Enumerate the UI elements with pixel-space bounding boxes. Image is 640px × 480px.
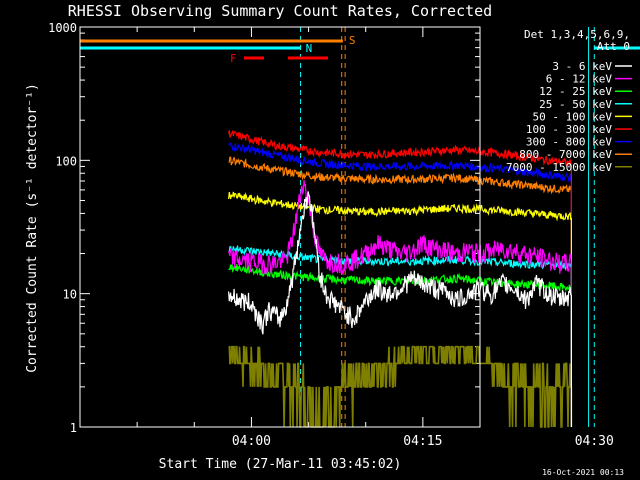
x-axis-label: Start Time (27-Mar-11 03:45:02) — [159, 457, 402, 472]
plot-frame — [79, 26, 481, 428]
legend-label: 25 - 50 keV — [539, 98, 612, 111]
x-tick-label: 04:30 — [575, 434, 614, 449]
series-line — [228, 345, 573, 428]
legend-label: 12 - 25 keV — [539, 85, 612, 98]
legend-label: 3 - 6 keV — [552, 60, 612, 73]
chart-title: RHESSI Observing Summary Count Rates, Co… — [68, 2, 492, 20]
legend-label: 100 - 300 keV — [526, 123, 612, 136]
y-tick-label: 1 — [70, 421, 77, 435]
saa-label: S — [349, 34, 356, 47]
chart-marks: 110100100004:0004:1504:3004:4505:0005:15… — [48, 21, 640, 449]
legend-label: 6 - 12 keV — [546, 73, 613, 86]
series-line — [228, 191, 573, 427]
series-line — [228, 191, 573, 427]
series-line — [228, 156, 573, 427]
night-label: N — [306, 42, 313, 55]
legend-label: 300 - 800 keV — [526, 136, 612, 149]
x-tick-label: 04:00 — [232, 434, 271, 449]
x-tick-label: 04:15 — [403, 434, 442, 449]
y-tick-label: 100 — [55, 154, 77, 168]
legend-header-1: Det 1,3,4,5,6,9, — [524, 28, 630, 41]
series-line — [228, 263, 573, 427]
y-axis-label: Corrected Count Rate (s⁻¹ detector⁻¹) — [25, 83, 40, 373]
series-line — [228, 142, 573, 427]
footer-timestamp: 16-Oct-2021 00:13 — [542, 468, 624, 477]
legend-label: 7000 - 15000 keV — [506, 161, 612, 174]
y-axis-label-group: Corrected Count Rate (s⁻¹ detector⁻¹) — [25, 83, 40, 373]
legend-label: 800 - 7000 keV — [519, 148, 612, 161]
series-line — [228, 180, 573, 427]
y-tick-label: 1000 — [48, 21, 77, 35]
series-line — [228, 130, 573, 427]
legend-header-2: Att 0 — [597, 40, 630, 53]
legend-label: 50 - 100 keV — [533, 110, 613, 123]
y-tick-label: 10 — [63, 288, 77, 302]
flare-label: F — [230, 52, 237, 65]
